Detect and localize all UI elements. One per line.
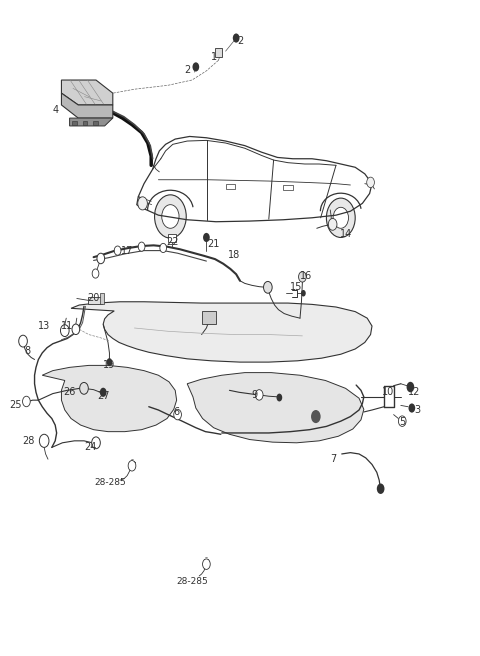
Circle shape bbox=[203, 559, 210, 569]
Text: 15: 15 bbox=[290, 282, 303, 293]
Text: 14: 14 bbox=[339, 229, 352, 239]
Polygon shape bbox=[71, 302, 372, 362]
Text: 20: 20 bbox=[87, 293, 100, 304]
Text: 16: 16 bbox=[300, 270, 312, 281]
Circle shape bbox=[408, 403, 415, 413]
Text: 13: 13 bbox=[38, 321, 50, 331]
Circle shape bbox=[192, 62, 199, 72]
Circle shape bbox=[97, 253, 105, 264]
Circle shape bbox=[174, 409, 181, 420]
Bar bbox=[215, 48, 222, 57]
Text: 21: 21 bbox=[207, 239, 220, 249]
Bar bbox=[93, 121, 98, 125]
Circle shape bbox=[128, 461, 136, 471]
Text: 11: 11 bbox=[61, 321, 73, 331]
Text: 28: 28 bbox=[23, 436, 35, 446]
Text: 26: 26 bbox=[63, 387, 76, 398]
Circle shape bbox=[160, 243, 167, 253]
Text: 22: 22 bbox=[167, 237, 179, 247]
Text: 19: 19 bbox=[103, 360, 116, 371]
Text: 25: 25 bbox=[10, 400, 22, 410]
Circle shape bbox=[233, 33, 240, 43]
Circle shape bbox=[255, 390, 263, 400]
Circle shape bbox=[72, 324, 80, 335]
Text: 5: 5 bbox=[399, 417, 406, 427]
Circle shape bbox=[107, 358, 112, 366]
Circle shape bbox=[203, 233, 210, 242]
Bar bbox=[83, 121, 87, 125]
Circle shape bbox=[328, 218, 337, 230]
Text: 27: 27 bbox=[97, 391, 109, 401]
Circle shape bbox=[276, 394, 282, 401]
Circle shape bbox=[138, 197, 147, 210]
Circle shape bbox=[92, 437, 100, 449]
Circle shape bbox=[155, 195, 186, 238]
Circle shape bbox=[23, 396, 30, 407]
Polygon shape bbox=[42, 365, 177, 432]
Circle shape bbox=[80, 382, 88, 394]
Polygon shape bbox=[187, 373, 364, 443]
Circle shape bbox=[162, 205, 179, 228]
Polygon shape bbox=[61, 80, 113, 105]
Polygon shape bbox=[61, 93, 113, 118]
Text: 24: 24 bbox=[84, 442, 96, 453]
Circle shape bbox=[367, 177, 374, 188]
Text: 17: 17 bbox=[121, 245, 133, 256]
Text: 7: 7 bbox=[330, 454, 337, 464]
Circle shape bbox=[301, 290, 306, 297]
Bar bbox=[168, 234, 176, 242]
Text: 9: 9 bbox=[252, 390, 257, 400]
Bar bbox=[88, 297, 102, 304]
Bar bbox=[283, 185, 293, 190]
Circle shape bbox=[299, 272, 306, 282]
Circle shape bbox=[92, 269, 99, 278]
Text: 8: 8 bbox=[25, 346, 31, 356]
Bar bbox=[100, 293, 104, 304]
Circle shape bbox=[377, 483, 384, 494]
Polygon shape bbox=[70, 118, 113, 126]
Circle shape bbox=[60, 325, 69, 337]
Circle shape bbox=[39, 434, 49, 447]
Circle shape bbox=[407, 382, 414, 392]
Circle shape bbox=[114, 246, 121, 255]
Circle shape bbox=[264, 281, 272, 293]
Circle shape bbox=[138, 242, 145, 251]
Text: 1: 1 bbox=[211, 52, 216, 62]
Text: 12: 12 bbox=[408, 387, 420, 398]
Circle shape bbox=[326, 198, 355, 237]
Text: 4: 4 bbox=[52, 105, 58, 115]
Text: 3: 3 bbox=[415, 405, 420, 415]
Bar bbox=[226, 184, 235, 189]
Circle shape bbox=[311, 410, 321, 423]
Text: 10: 10 bbox=[382, 387, 394, 398]
Text: 2: 2 bbox=[237, 35, 243, 46]
Circle shape bbox=[100, 388, 107, 397]
Text: 28-285: 28-285 bbox=[176, 577, 208, 586]
Text: 18: 18 bbox=[228, 250, 240, 260]
Text: 28-285: 28-285 bbox=[95, 478, 126, 487]
Text: 6: 6 bbox=[174, 407, 180, 417]
Circle shape bbox=[398, 416, 406, 426]
Circle shape bbox=[333, 207, 348, 228]
Bar bbox=[202, 311, 216, 324]
Circle shape bbox=[19, 335, 27, 347]
Bar bbox=[72, 121, 77, 125]
Text: 2: 2 bbox=[184, 65, 191, 75]
